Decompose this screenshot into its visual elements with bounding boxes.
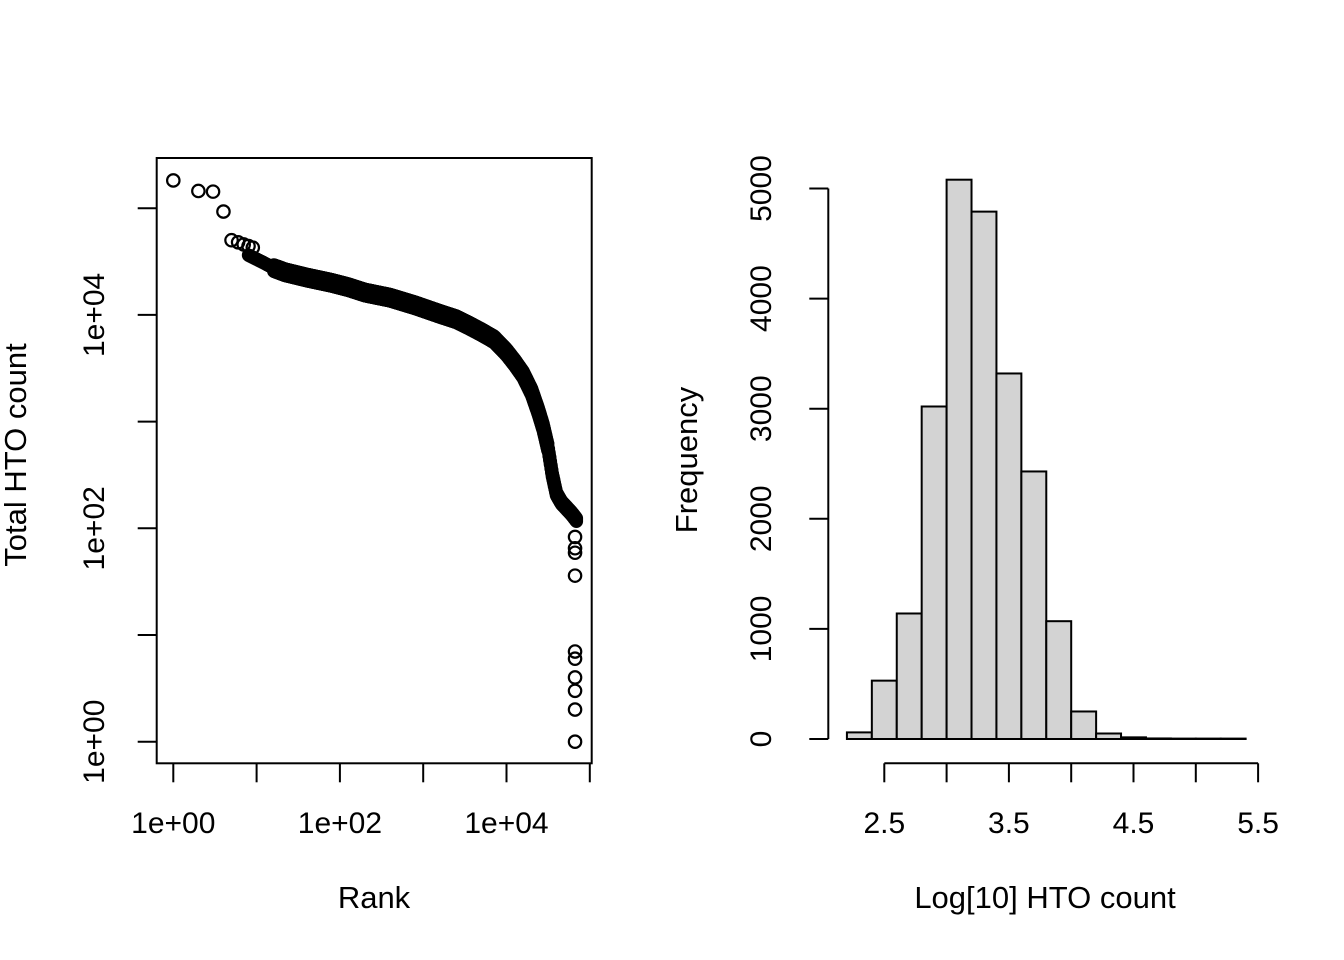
histogram-bar [945,178,973,740]
rank-knee-plot: 1e+00 1e+02 1e+04 1e+00 1e+02 1e+04 [78,157,593,840]
histogram-bar [895,612,923,741]
rank-head-point [205,184,221,199]
rank-head-point [216,204,231,219]
histogram-bar [920,405,948,740]
left-plot-ylabel: Total HTO count [0,343,33,567]
y-tick-label: 3000 [745,375,778,442]
rank-curve-point [569,514,584,528]
rank-tail-point [567,545,583,561]
x-tick-label: 2.5 [863,807,905,840]
histogram-bar [1095,732,1123,740]
rank-tail-point [567,568,583,583]
x-tick-label: 1e+04 [464,807,548,840]
y-tick-label: 1000 [745,596,778,663]
right-plot-ylabel: Frequency [669,386,704,533]
rank-tail-point [567,670,583,685]
rank-head-point [224,232,239,248]
x-tick-label: 1e+00 [131,807,215,840]
rank-head-point [245,240,261,255]
histogram-bar [995,372,1023,740]
rank-tail-point [567,540,583,556]
histogram-bar [1020,470,1048,740]
right-plot-xlabel: Log[10] HTO count [914,880,1176,915]
y-tick-label: 1e+02 [78,486,111,570]
histogram-bar [1070,710,1098,740]
rank-head-point [191,183,206,199]
plot-box [155,157,593,765]
y-tick-label: 1e+04 [78,273,111,357]
rank-tail-point [567,644,583,659]
histogram-bar [1144,737,1172,741]
y-tick-label: 4000 [745,265,778,332]
rank-tail-point [567,702,583,717]
y-tick-label: 0 [745,731,778,748]
y-tick-label: 1e+00 [78,700,111,784]
x-tick-label: 4.5 [1113,807,1155,840]
rank-tail-point [567,734,583,749]
histogram-bar [1045,620,1073,740]
histogram-bar [970,210,998,741]
rank-head-point [166,173,181,188]
rank-tail-point [567,683,583,699]
x-tick-label: 5.5 [1237,807,1279,840]
hto-count-histogram: 0 1000 2000 3000 4000 5000 2.5 3.5 4.5 5.5 [745,155,1279,840]
rank-tail-point [567,651,583,666]
y-tick-label: 2000 [745,485,778,552]
x-tick-label: 1e+02 [298,807,382,840]
left-plot-xlabel: Rank [338,880,411,915]
histogram-bar [870,679,898,740]
histogram-bar [1120,736,1147,741]
histogram-bar [845,731,873,740]
x-tick-label: 3.5 [988,807,1030,840]
y-tick-label: 5000 [745,155,778,222]
